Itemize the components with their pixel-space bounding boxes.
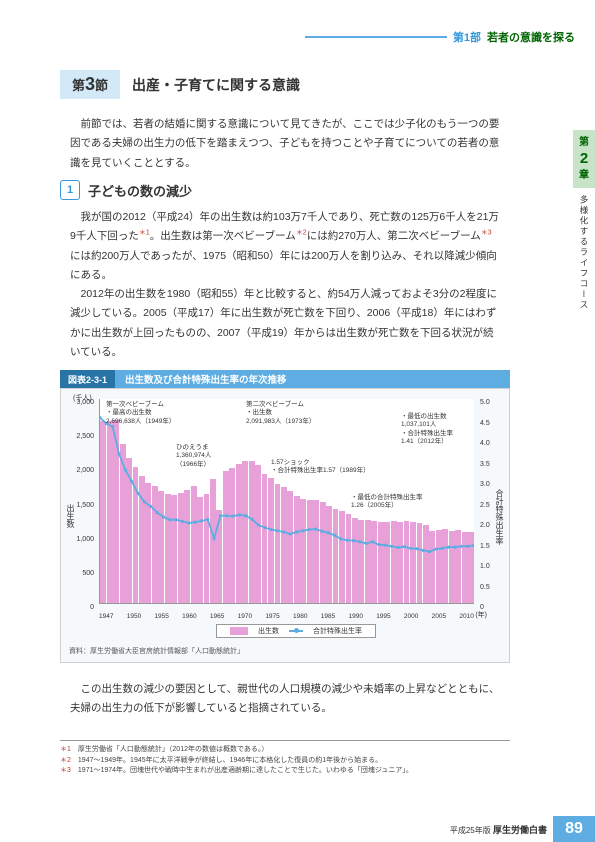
section-prefix: 第	[72, 78, 85, 93]
header-divider	[305, 36, 447, 38]
section-number-box: 第3節	[60, 70, 120, 99]
body-paragraph-3: この出生数の減少の要因として、親世代の人口規模の減少や未婚率の上昇などとともに、…	[70, 680, 500, 719]
subsection-title: 子どもの数の減少	[88, 181, 192, 200]
legend-swatch-bars	[230, 627, 248, 635]
section-suffix: 節	[95, 78, 108, 93]
legend-label-1: 出生数	[258, 626, 279, 636]
section-header: 第3節 出産・子育てに関する意識	[60, 70, 300, 99]
section-title: 出産・子育てに関する意識	[132, 75, 300, 95]
chart-header: 図表2-3-1 出生数及び合計特殊出生率の年次推移	[60, 370, 510, 388]
chart-title: 出生数及び合計特殊出生率の年次推移	[115, 370, 510, 388]
footnote-2: ＊2 1947～1949年。1945年に太平洋戦争が終結し、1946年に本格化し…	[60, 756, 510, 767]
chapter-prefix: 第	[573, 136, 595, 149]
page-number: 89	[553, 816, 595, 842]
chart-source: 資料：厚生労働省大臣官房統計情報部「人口動態統計」	[69, 646, 244, 656]
footer-text: 平成25年版 厚生労働白書	[450, 823, 547, 836]
chapter-subtitle: 多様化するライフコース	[578, 195, 590, 311]
x-unit: (年)	[475, 610, 487, 620]
header-title: 若者の意識を探る	[487, 29, 575, 45]
subsection-header: 1 子どもの数の減少	[60, 180, 192, 200]
footnotes: ＊1 厚生労働省「人口動態統計」（2012年の数値は概数である。） ＊2 194…	[60, 740, 510, 777]
y-right-label: 合計特殊出生率	[494, 489, 505, 545]
chart-number: 図表2-3-1	[60, 370, 115, 388]
annotation-4: 1.57ショック・合計特殊出生率1.57（1989年）	[271, 459, 370, 476]
annotation-6: ・最低の合計特殊出生率1.26（2005年）	[351, 494, 423, 511]
chapter-number: 2	[573, 149, 595, 169]
footnote-3: ＊3 1971～1974年。団塊世代や戦時中生まれが出産適齢期に達したことで生じ…	[60, 766, 510, 777]
chapter-suffix: 章	[573, 169, 595, 182]
header-part-label: 第1部	[453, 29, 481, 45]
legend-label-2: 合計特殊出生率	[313, 626, 362, 636]
footnote-1: ＊1 厚生労働省「人口動態統計」（2012年の数値は概数である。）	[60, 745, 510, 756]
section-number: 3	[85, 74, 95, 94]
page-header: 第1部 若者の意識を探る	[305, 28, 595, 46]
y-left-label: 出生数	[65, 504, 76, 528]
annotation-2: ひのえうま1,360,974人（1966年）	[176, 444, 211, 469]
subsection-number: 1	[60, 180, 80, 200]
chart: (千人) 3,0002,5002,0001,5001,0005000 5.04.…	[60, 388, 510, 663]
page-footer: 平成25年版 厚生労働白書 89	[450, 816, 595, 842]
intro-paragraph: 前節では、若者の結婚に関する意識について見てきたが、ここでは少子化のもう一つの要…	[70, 115, 500, 173]
annotation-3: 第二次ベビーブーム・出生数2,091,983人（1973年）	[246, 401, 315, 426]
chart-legend: 出生数 合計特殊出生率	[216, 624, 376, 638]
body-paragraph-1: 我が国の2012（平成24）年の出生数は約103万7千人であり、死亡数の125万…	[70, 208, 500, 286]
legend-swatch-line	[289, 630, 303, 632]
body-paragraph-2: 2012年の出生数を1980（昭和55）年と比較すると、約54万人減っておよそ3…	[70, 285, 500, 363]
annotation-1: 第一次ベビーブーム・最高の出生数2,696,638人（1949年）	[106, 401, 175, 426]
chapter-tab: 第 2 章	[573, 130, 595, 188]
annotation-5: ・最低の出生数1,037,101人・合計特殊出生率1.41（2012年）	[401, 413, 453, 447]
x-ticks: 1947195019551960196519701975198019851990…	[99, 613, 474, 620]
